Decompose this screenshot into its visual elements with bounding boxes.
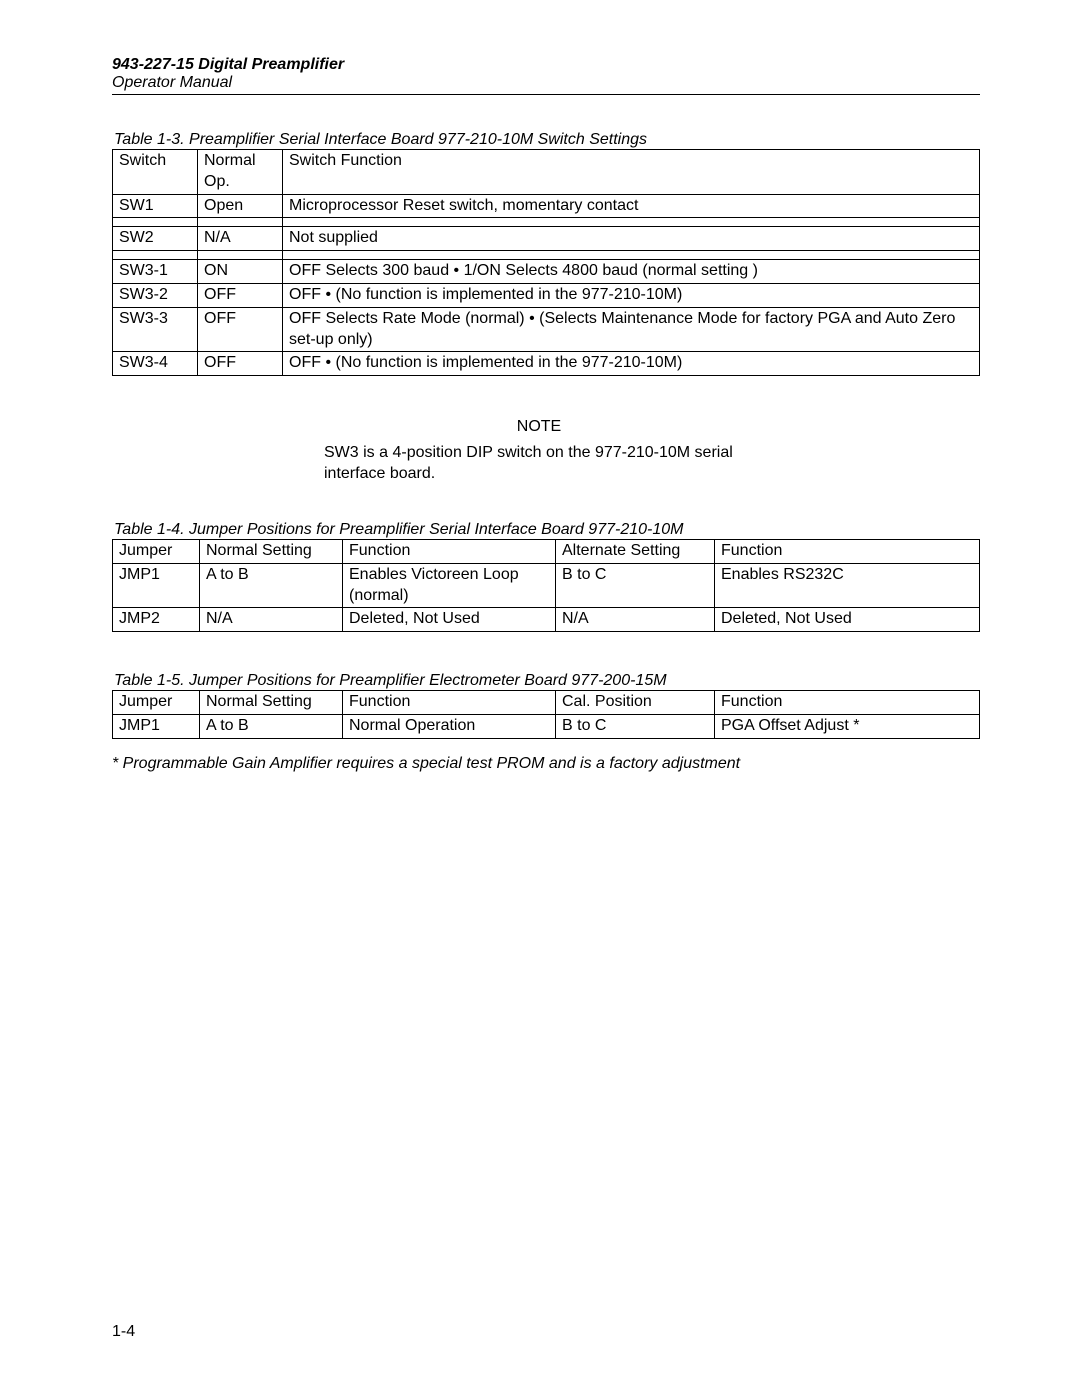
cell: OFF — [198, 283, 283, 307]
note-label: NOTE — [324, 416, 754, 438]
cell: Microprocessor Reset switch, momentary c… — [283, 194, 980, 218]
cell: Open — [198, 194, 283, 218]
col-header: Function — [715, 691, 980, 715]
col-header: Jumper — [113, 539, 200, 563]
col-header: Switch — [113, 150, 198, 195]
document-page: 943-227-15 Digital Preamplifier Operator… — [0, 0, 1080, 1397]
cell: Enables Victoreen Loop (normal) — [343, 563, 556, 608]
col-header: Cal. Position — [556, 691, 715, 715]
cell: SW3-2 — [113, 283, 198, 307]
table2-caption: Table 1-4. Jumper Positions for Preampli… — [112, 521, 980, 539]
table-row: SW2 N/A Not supplied — [113, 227, 980, 251]
table-row: SW1 Open Microprocessor Reset switch, mo… — [113, 194, 980, 218]
col-header: Normal Setting — [200, 539, 343, 563]
cell: SW3-4 — [113, 352, 198, 376]
cell: JMP1 — [113, 714, 200, 738]
cell: SW1 — [113, 194, 198, 218]
cell: Deleted, Not Used — [715, 608, 980, 632]
footnote: * Programmable Gain Amplifier requires a… — [112, 755, 980, 773]
header-subtitle: Operator Manual — [112, 74, 980, 95]
cell: OFF — [198, 352, 283, 376]
cell: JMP2 — [113, 608, 200, 632]
page-number: 1-4 — [112, 1323, 135, 1341]
cell — [198, 251, 283, 260]
cell: Enables RS232C — [715, 563, 980, 608]
cell — [283, 218, 980, 227]
table-row: Jumper Normal Setting Function Alternate… — [113, 539, 980, 563]
note-block: NOTE SW3 is a 4-position DIP switch on t… — [324, 416, 754, 485]
cell: PGA Offset Adjust * — [715, 714, 980, 738]
cell — [283, 251, 980, 260]
cell — [113, 251, 198, 260]
cell: OFF Selects 300 baud • 1/ON Selects 4800… — [283, 260, 980, 284]
col-header: Function — [343, 691, 556, 715]
cell: Deleted, Not Used — [343, 608, 556, 632]
cell: SW3-1 — [113, 260, 198, 284]
table-row — [113, 251, 980, 260]
cell: B to C — [556, 714, 715, 738]
cell: N/A — [200, 608, 343, 632]
cell: Not supplied — [283, 227, 980, 251]
cell: ON — [198, 260, 283, 284]
table-row: SW3-1 ON OFF Selects 300 baud • 1/ON Sel… — [113, 260, 980, 284]
cell: OFF • (No function is implemented in the… — [283, 283, 980, 307]
header-title: 943-227-15 Digital Preamplifier — [112, 56, 980, 74]
table-row — [113, 218, 980, 227]
cell: A to B — [200, 714, 343, 738]
col-header: Function — [715, 539, 980, 563]
col-header: Normal Op. — [198, 150, 283, 195]
cell: SW3-3 — [113, 307, 198, 352]
cell: OFF • (No function is implemented in the… — [283, 352, 980, 376]
table-row: SW3-4 OFF OFF • (No function is implemen… — [113, 352, 980, 376]
cell: OFF — [198, 307, 283, 352]
cell: N/A — [198, 227, 283, 251]
table-row: SW3-2 OFF OFF • (No function is implemen… — [113, 283, 980, 307]
col-header: Jumper — [113, 691, 200, 715]
table-row: JMP2 N/A Deleted, Not Used N/A Deleted, … — [113, 608, 980, 632]
table-jumper-electrometer: Jumper Normal Setting Function Cal. Posi… — [112, 690, 980, 739]
table-row: Jumper Normal Setting Function Cal. Posi… — [113, 691, 980, 715]
col-header: Alternate Setting — [556, 539, 715, 563]
cell: JMP1 — [113, 563, 200, 608]
table-switch-settings: Switch Normal Op. Switch Function SW1 Op… — [112, 149, 980, 376]
table1-caption: Table 1-3. Preamplifier Serial Interface… — [112, 131, 980, 149]
cell: A to B — [200, 563, 343, 608]
cell: OFF Selects Rate Mode (normal) • (Select… — [283, 307, 980, 352]
note-text: SW3 is a 4-position DIP switch on the 97… — [324, 442, 754, 485]
cell: SW2 — [113, 227, 198, 251]
table-row: SW3-3 OFF OFF Selects Rate Mode (normal)… — [113, 307, 980, 352]
col-header: Function — [343, 539, 556, 563]
table3-caption: Table 1-5. Jumper Positions for Preampli… — [112, 672, 980, 690]
cell: B to C — [556, 563, 715, 608]
cell: Normal Operation — [343, 714, 556, 738]
col-header: Switch Function — [283, 150, 980, 195]
cell — [113, 218, 198, 227]
table-row: JMP1 A to B Normal Operation B to C PGA … — [113, 714, 980, 738]
cell — [198, 218, 283, 227]
table-row: JMP1 A to B Enables Victoreen Loop (norm… — [113, 563, 980, 608]
col-header: Normal Setting — [200, 691, 343, 715]
cell: N/A — [556, 608, 715, 632]
table-jumper-serial: Jumper Normal Setting Function Alternate… — [112, 539, 980, 632]
